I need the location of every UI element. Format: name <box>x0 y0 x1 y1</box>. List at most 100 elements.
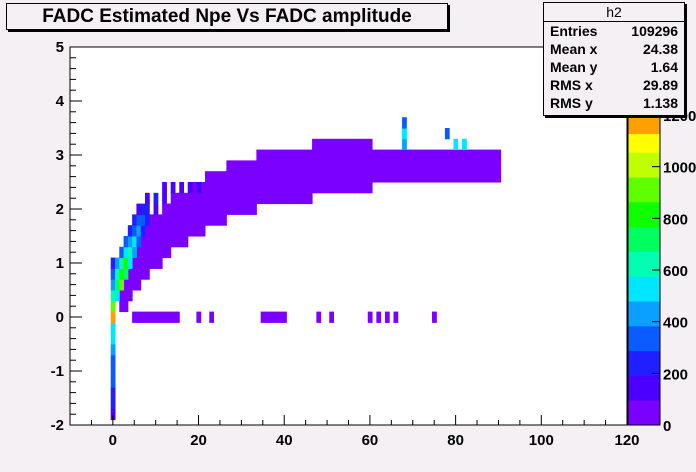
heatmap-cell <box>166 214 172 226</box>
heatmap-cell <box>252 192 257 205</box>
colorbar-segment <box>628 325 660 333</box>
heatmap-cell <box>144 257 150 269</box>
stats-row: Mean y 1.64 <box>544 58 684 76</box>
heatmap-cell <box>123 268 129 280</box>
heatmap-cell <box>436 149 442 161</box>
heatmap-cell <box>149 246 155 259</box>
x-tick-label: 40 <box>276 432 293 449</box>
heatmap-cell <box>402 117 407 129</box>
heatmap-cell <box>299 182 305 194</box>
heatmap-cell <box>162 311 167 323</box>
heatmap-cell <box>277 182 283 194</box>
heatmap-cell <box>243 182 249 194</box>
colorbar-segment <box>628 139 660 147</box>
heatmap-cell <box>234 203 240 215</box>
heatmap-cell <box>367 182 373 194</box>
heatmap-cell <box>423 149 429 161</box>
colorbar-segment <box>628 239 660 246</box>
heatmap-cell <box>273 149 279 161</box>
heatmap-cell <box>153 214 159 226</box>
heatmap-cell <box>354 138 360 151</box>
heatmap-cell <box>397 171 403 183</box>
heatmap-cell <box>269 171 275 183</box>
heatmap-cell <box>286 149 292 161</box>
heatmap-cell <box>496 171 502 183</box>
heatmap-cell <box>247 182 253 194</box>
heatmap-cell <box>230 192 236 205</box>
heatmap-cell <box>127 268 133 280</box>
stats-value: 1.138 <box>642 95 678 111</box>
colorbar-segment <box>628 170 660 178</box>
heatmap-cell <box>453 149 459 161</box>
heatmap-cells <box>110 117 502 421</box>
heatmap-cell <box>153 203 159 215</box>
heatmap-cell <box>144 192 150 205</box>
heatmap-cell <box>427 171 433 183</box>
stats-row: Mean x 24.38 <box>544 40 684 58</box>
heatmap-cell <box>487 149 493 161</box>
heatmap-cell <box>200 225 206 237</box>
heatmap-cell <box>342 182 347 194</box>
heatmap-cell <box>350 138 356 151</box>
colorbar-segment <box>628 177 660 184</box>
heatmap-cell <box>414 171 420 183</box>
heatmap-cell <box>320 160 326 172</box>
heatmap-cell <box>209 171 215 183</box>
heatmap-cell <box>350 149 356 161</box>
heatmap-cell <box>123 300 129 313</box>
heatmap-cell <box>183 225 189 237</box>
heatmap-cell <box>192 225 197 237</box>
heatmap-cell <box>239 203 245 215</box>
heatmap-cell <box>337 171 343 183</box>
colorbar-segment <box>628 251 660 259</box>
heatmap-cell <box>303 160 309 172</box>
heatmap-cell <box>496 149 502 161</box>
y-tick-label: 5 <box>56 39 64 56</box>
heatmap-cell <box>329 182 335 194</box>
heatmap-cell <box>427 149 433 161</box>
heatmap-cell <box>346 149 352 161</box>
heatmap-cell <box>179 182 185 194</box>
colorbar-segment <box>628 356 660 364</box>
heatmap-cell <box>389 149 394 161</box>
heatmap-cell <box>427 160 433 172</box>
heatmap-cell <box>432 160 437 172</box>
heatmap-cell <box>316 311 322 323</box>
heatmap-cell <box>363 171 369 183</box>
heatmap-cell <box>376 171 382 183</box>
heatmap-cell <box>264 160 270 172</box>
heatmap-cell <box>239 192 245 205</box>
stats-value: 1.64 <box>650 59 678 75</box>
heatmap-cell <box>170 182 176 194</box>
heatmap-cell <box>457 160 463 172</box>
heatmap-cell <box>256 192 262 205</box>
heatmap-cell <box>230 171 236 183</box>
heatmap-cell <box>423 160 429 172</box>
heatmap-cell <box>174 311 180 323</box>
colorbar-segment <box>628 226 660 234</box>
colorbar-segment <box>628 418 660 426</box>
heatmap-cell <box>192 214 197 226</box>
heatmap-cell <box>457 149 463 161</box>
heatmap-cell <box>127 290 133 302</box>
heatmap-cell <box>110 344 116 356</box>
heatmap-cell <box>316 138 322 151</box>
heatmap-cell <box>157 311 163 323</box>
heatmap-cell <box>170 236 176 248</box>
heatmap-cell <box>243 203 249 215</box>
heatmap-cell <box>312 171 317 183</box>
heatmap-cell <box>389 160 394 172</box>
heatmap-cell <box>269 149 275 161</box>
heatmap-cell <box>140 257 146 269</box>
heatmap-cell <box>213 203 219 215</box>
heatmap-cell <box>162 214 167 226</box>
heatmap-cell <box>140 246 146 259</box>
heatmap-cell <box>307 149 313 161</box>
heatmap-cell <box>119 300 125 313</box>
heatmap-cell <box>200 192 206 205</box>
heatmap-cell <box>363 138 369 151</box>
heatmap-cell <box>144 311 150 323</box>
heatmap-cell <box>329 160 335 172</box>
heatmap-cell <box>402 160 407 172</box>
heatmap-cell <box>247 203 253 215</box>
